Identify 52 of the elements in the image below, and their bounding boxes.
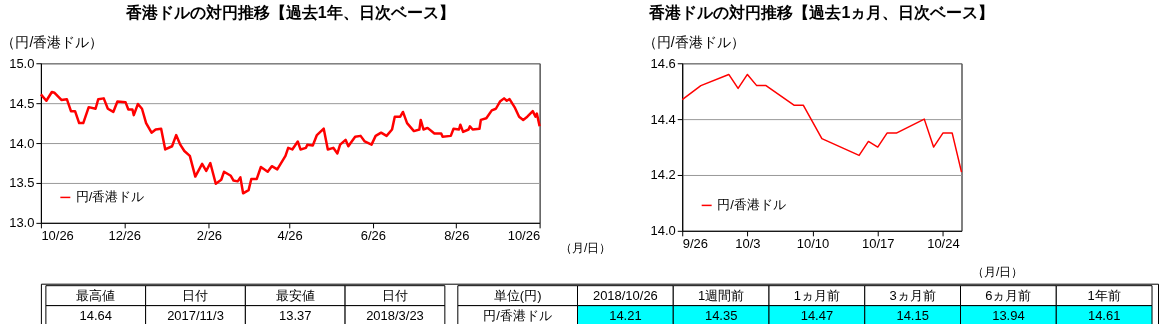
y-axis-title: （円/香港ドル）: [1, 33, 104, 50]
line-series: [681, 73, 963, 173]
text: 14.47: [800, 307, 834, 323]
chart-title: 香港ドルの対円推移【過去1ヵ月、日次ベース】: [648, 3, 995, 22]
text: 日付: [381, 287, 408, 303]
text: 14.21: [609, 307, 642, 323]
x-tick-label: 2/26: [196, 228, 223, 244]
y-tick-label: 14.0: [9, 135, 35, 151]
y-tick-label: 14.2: [650, 167, 676, 183]
text: 単位(円): [493, 287, 542, 303]
x-axis-title: （月/日）: [971, 265, 1024, 280]
y-tick-label: 13.0: [9, 215, 35, 231]
text: 2017/11/3: [167, 307, 224, 323]
x-tick-label: 9/26: [682, 236, 708, 252]
y-tick-label: 15.0: [9, 55, 35, 71]
x-tick-label: 10/3: [735, 236, 761, 252]
x-axis-title: （月/日）: [560, 241, 612, 256]
x-tick-label: 12/26: [108, 228, 141, 244]
text: 1週間前: [698, 287, 745, 303]
y-tick-label: 14.4: [650, 111, 676, 127]
text: 最高値: [76, 287, 116, 303]
text: 14.61: [1087, 307, 1121, 323]
text: 円/香港ドル: [483, 307, 552, 323]
legend-label: 円/香港ドル: [75, 189, 145, 205]
x-tick-label: 10/10: [796, 236, 830, 252]
text: 14.64: [79, 307, 112, 323]
text: 1年前: [1087, 287, 1121, 303]
text: 3ヵ月前: [889, 287, 936, 303]
text: 最安値: [275, 287, 315, 303]
text: 14.35: [704, 307, 738, 323]
x-tick-label: 8/26: [444, 228, 470, 244]
text: 日付: [182, 287, 209, 303]
y-axis-title: （円/香港ドル）: [642, 33, 745, 50]
y-tick-label: 14.6: [650, 55, 676, 71]
y-tick-label: 14.0: [650, 223, 676, 239]
y-tick-label: 14.5: [9, 95, 35, 111]
text: 2018/10/26: [592, 287, 658, 303]
x-tick-label: 10/24: [927, 236, 960, 252]
text: 13.37: [279, 307, 312, 323]
x-tick-label: 10/17: [862, 236, 895, 252]
text: 1ヵ月前: [793, 287, 840, 303]
text: 2018/3/23: [366, 307, 424, 323]
x-tick-label: 10/26: [41, 228, 74, 244]
y-tick-label: 13.5: [9, 175, 35, 191]
x-tick-label: 10/26: [507, 228, 541, 244]
text: 6ヵ月前: [985, 287, 1032, 303]
text: 13.94: [992, 307, 1025, 323]
legend-label: 円/香港ドル: [717, 197, 786, 213]
x-tick-label: 6/26: [360, 228, 387, 244]
chart-title: 香港ドルの対円推移【過去1年、日次ベース】: [124, 3, 455, 22]
x-tick-label: 4/26: [277, 228, 303, 244]
text: 14.15: [896, 307, 929, 323]
